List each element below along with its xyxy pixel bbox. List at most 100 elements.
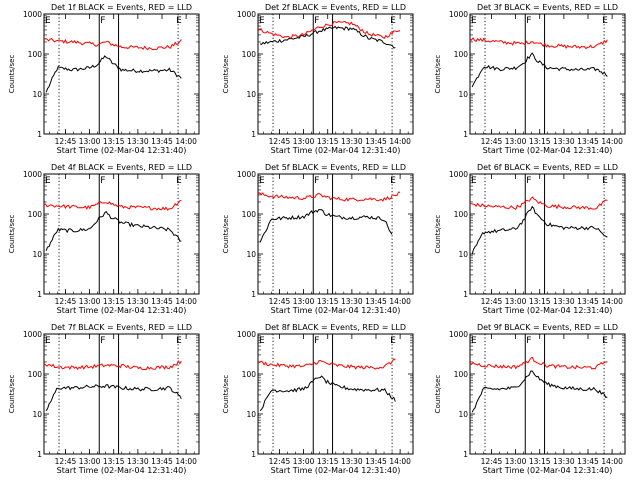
plot-frame: [43, 333, 200, 455]
x-tick-label: 13:00: [79, 297, 101, 306]
y-tick-label: 1: [37, 130, 42, 139]
y-tick-label: 1: [37, 290, 42, 299]
panel-det-4: Det 4f BLACK = Events, RED = LLD 1 10 100 10…: [8, 163, 200, 315]
marker-e-label: E: [259, 336, 265, 346]
x-axis-label: Start Time (02-Mar-04 12:31:40): [271, 146, 401, 155]
x-tick-label: 13:45: [151, 297, 173, 306]
x-axis-label: Start Time (02-Mar-04 12:31:40): [57, 146, 187, 155]
series-line-lld: [469, 36, 608, 50]
x-tick-label: 13:30: [127, 137, 149, 146]
y-tick-label: 1000: [449, 170, 468, 179]
marker-f-label: F: [100, 336, 105, 346]
x-tick-label: 12:45: [481, 297, 503, 306]
panel-title: Det 4f BLACK = Events, RED = LLD: [51, 163, 192, 172]
x-tick-label: 13:00: [293, 297, 315, 306]
x-tick-label: 13:30: [341, 457, 363, 466]
x-tick-label: 13:15: [317, 457, 339, 466]
x-tick-label: 13:45: [151, 137, 173, 146]
x-tick-label: 13:45: [365, 137, 387, 146]
y-tick-label: 100: [242, 50, 257, 59]
marker-f-label: F: [526, 336, 531, 346]
x-tick-label: 13:15: [317, 137, 339, 146]
y-tick-label: 100: [28, 210, 43, 219]
x-tick-label: 13:15: [317, 297, 339, 306]
plot-frame: [469, 13, 626, 135]
y-axis-label: Counts/sec: [222, 375, 230, 414]
marker-e-label: E: [390, 176, 396, 186]
x-tick-label: 12:45: [269, 137, 291, 146]
marker-e-label: E: [176, 336, 182, 346]
y-tick-label: 10: [246, 90, 256, 99]
marker-f-label: F: [314, 176, 319, 186]
series-line-events: [471, 370, 608, 413]
marker-e-label: E: [45, 16, 51, 26]
panel-det-9: Det 9f BLACK = Events, RED = LLD 1 10 100 10…: [434, 323, 626, 475]
marker-f-label: F: [100, 176, 105, 186]
x-tick-label: 14:00: [175, 137, 197, 146]
series-line-lld: [43, 37, 182, 51]
series-line-lld: [469, 357, 608, 370]
y-tick-label: 100: [28, 50, 43, 59]
marker-e-label: E: [390, 16, 396, 26]
y-axis-label: Counts/sec: [434, 55, 442, 94]
panel-det-2: Det 2f BLACK = Events, RED = LLD 1 10 100 10…: [222, 3, 414, 155]
marker-f-label: F: [314, 336, 319, 346]
x-tick-label: 12:45: [269, 297, 291, 306]
marker-e-label: E: [471, 336, 477, 346]
x-tick-label: 13:45: [577, 297, 599, 306]
y-tick-label: 100: [454, 210, 469, 219]
y-tick-label: 1: [37, 450, 42, 459]
marker-e-label: E: [471, 176, 477, 186]
x-tick-label: 13:00: [293, 137, 315, 146]
series-line-events: [259, 375, 396, 412]
x-tick-label: 13:45: [151, 457, 173, 466]
series-line-lld: [469, 196, 608, 211]
x-axis-label: Start Time (02-Mar-04 12:31:40): [57, 466, 187, 475]
x-axis-label: Start Time (02-Mar-04 12:31:40): [483, 306, 613, 315]
marker-e-label: E: [602, 176, 608, 186]
plot-frame: [257, 13, 414, 135]
y-axis-label: Counts/sec: [8, 55, 16, 94]
x-tick-label: 13:45: [577, 137, 599, 146]
series-line-events: [45, 384, 182, 412]
x-tick-label: 13:30: [553, 457, 575, 466]
y-axis-label: Counts/sec: [222, 215, 230, 254]
marker-e-label: E: [602, 336, 608, 346]
marker-e-label: E: [259, 16, 265, 26]
x-tick-label: 12:45: [55, 457, 77, 466]
marker-e-label: E: [259, 176, 265, 186]
y-tick-label: 100: [28, 370, 43, 379]
x-tick-label: 13:30: [553, 137, 575, 146]
x-tick-label: 14:00: [389, 137, 411, 146]
x-tick-label: 14:00: [601, 137, 623, 146]
x-tick-label: 14:00: [389, 457, 411, 466]
x-tick-label: 13:45: [365, 297, 387, 306]
y-tick-label: 1: [463, 450, 468, 459]
panel-det-8: Det 8f BLACK = Events, RED = LLD 1 10 100 10…: [222, 323, 414, 475]
marker-f-label: F: [526, 16, 531, 26]
y-tick-label: 10: [32, 250, 42, 259]
marker-e-label: E: [390, 336, 396, 346]
x-tick-label: 12:45: [269, 457, 291, 466]
x-tick-label: 12:45: [55, 137, 77, 146]
panel-title: Det 1f BLACK = Events, RED = LLD: [51, 3, 192, 12]
marker-f-label: F: [526, 176, 531, 186]
x-tick-label: 13:15: [529, 457, 551, 466]
x-tick-label: 14:00: [601, 297, 623, 306]
x-axis-label: Start Time (02-Mar-04 12:31:40): [271, 466, 401, 475]
y-tick-label: 10: [32, 410, 42, 419]
x-tick-label: 14:00: [175, 457, 197, 466]
x-axis-label: Start Time (02-Mar-04 12:31:40): [483, 146, 613, 155]
x-axis-label: Start Time (02-Mar-04 12:31:40): [57, 306, 187, 315]
plot-frame: [257, 173, 414, 295]
x-tick-label: 13:00: [505, 137, 527, 146]
y-tick-label: 1: [463, 130, 468, 139]
y-tick-label: 1000: [449, 10, 468, 19]
panel-title: Det 3f BLACK = Events, RED = LLD: [477, 3, 618, 12]
series-line-events: [259, 25, 396, 49]
panel-det-3: Det 3f BLACK = Events, RED = LLD 1 10 100 10…: [434, 3, 626, 155]
y-tick-label: 1000: [237, 330, 256, 339]
panel-title: Det 2f BLACK = Events, RED = LLD: [265, 3, 406, 12]
y-tick-label: 1000: [449, 330, 468, 339]
